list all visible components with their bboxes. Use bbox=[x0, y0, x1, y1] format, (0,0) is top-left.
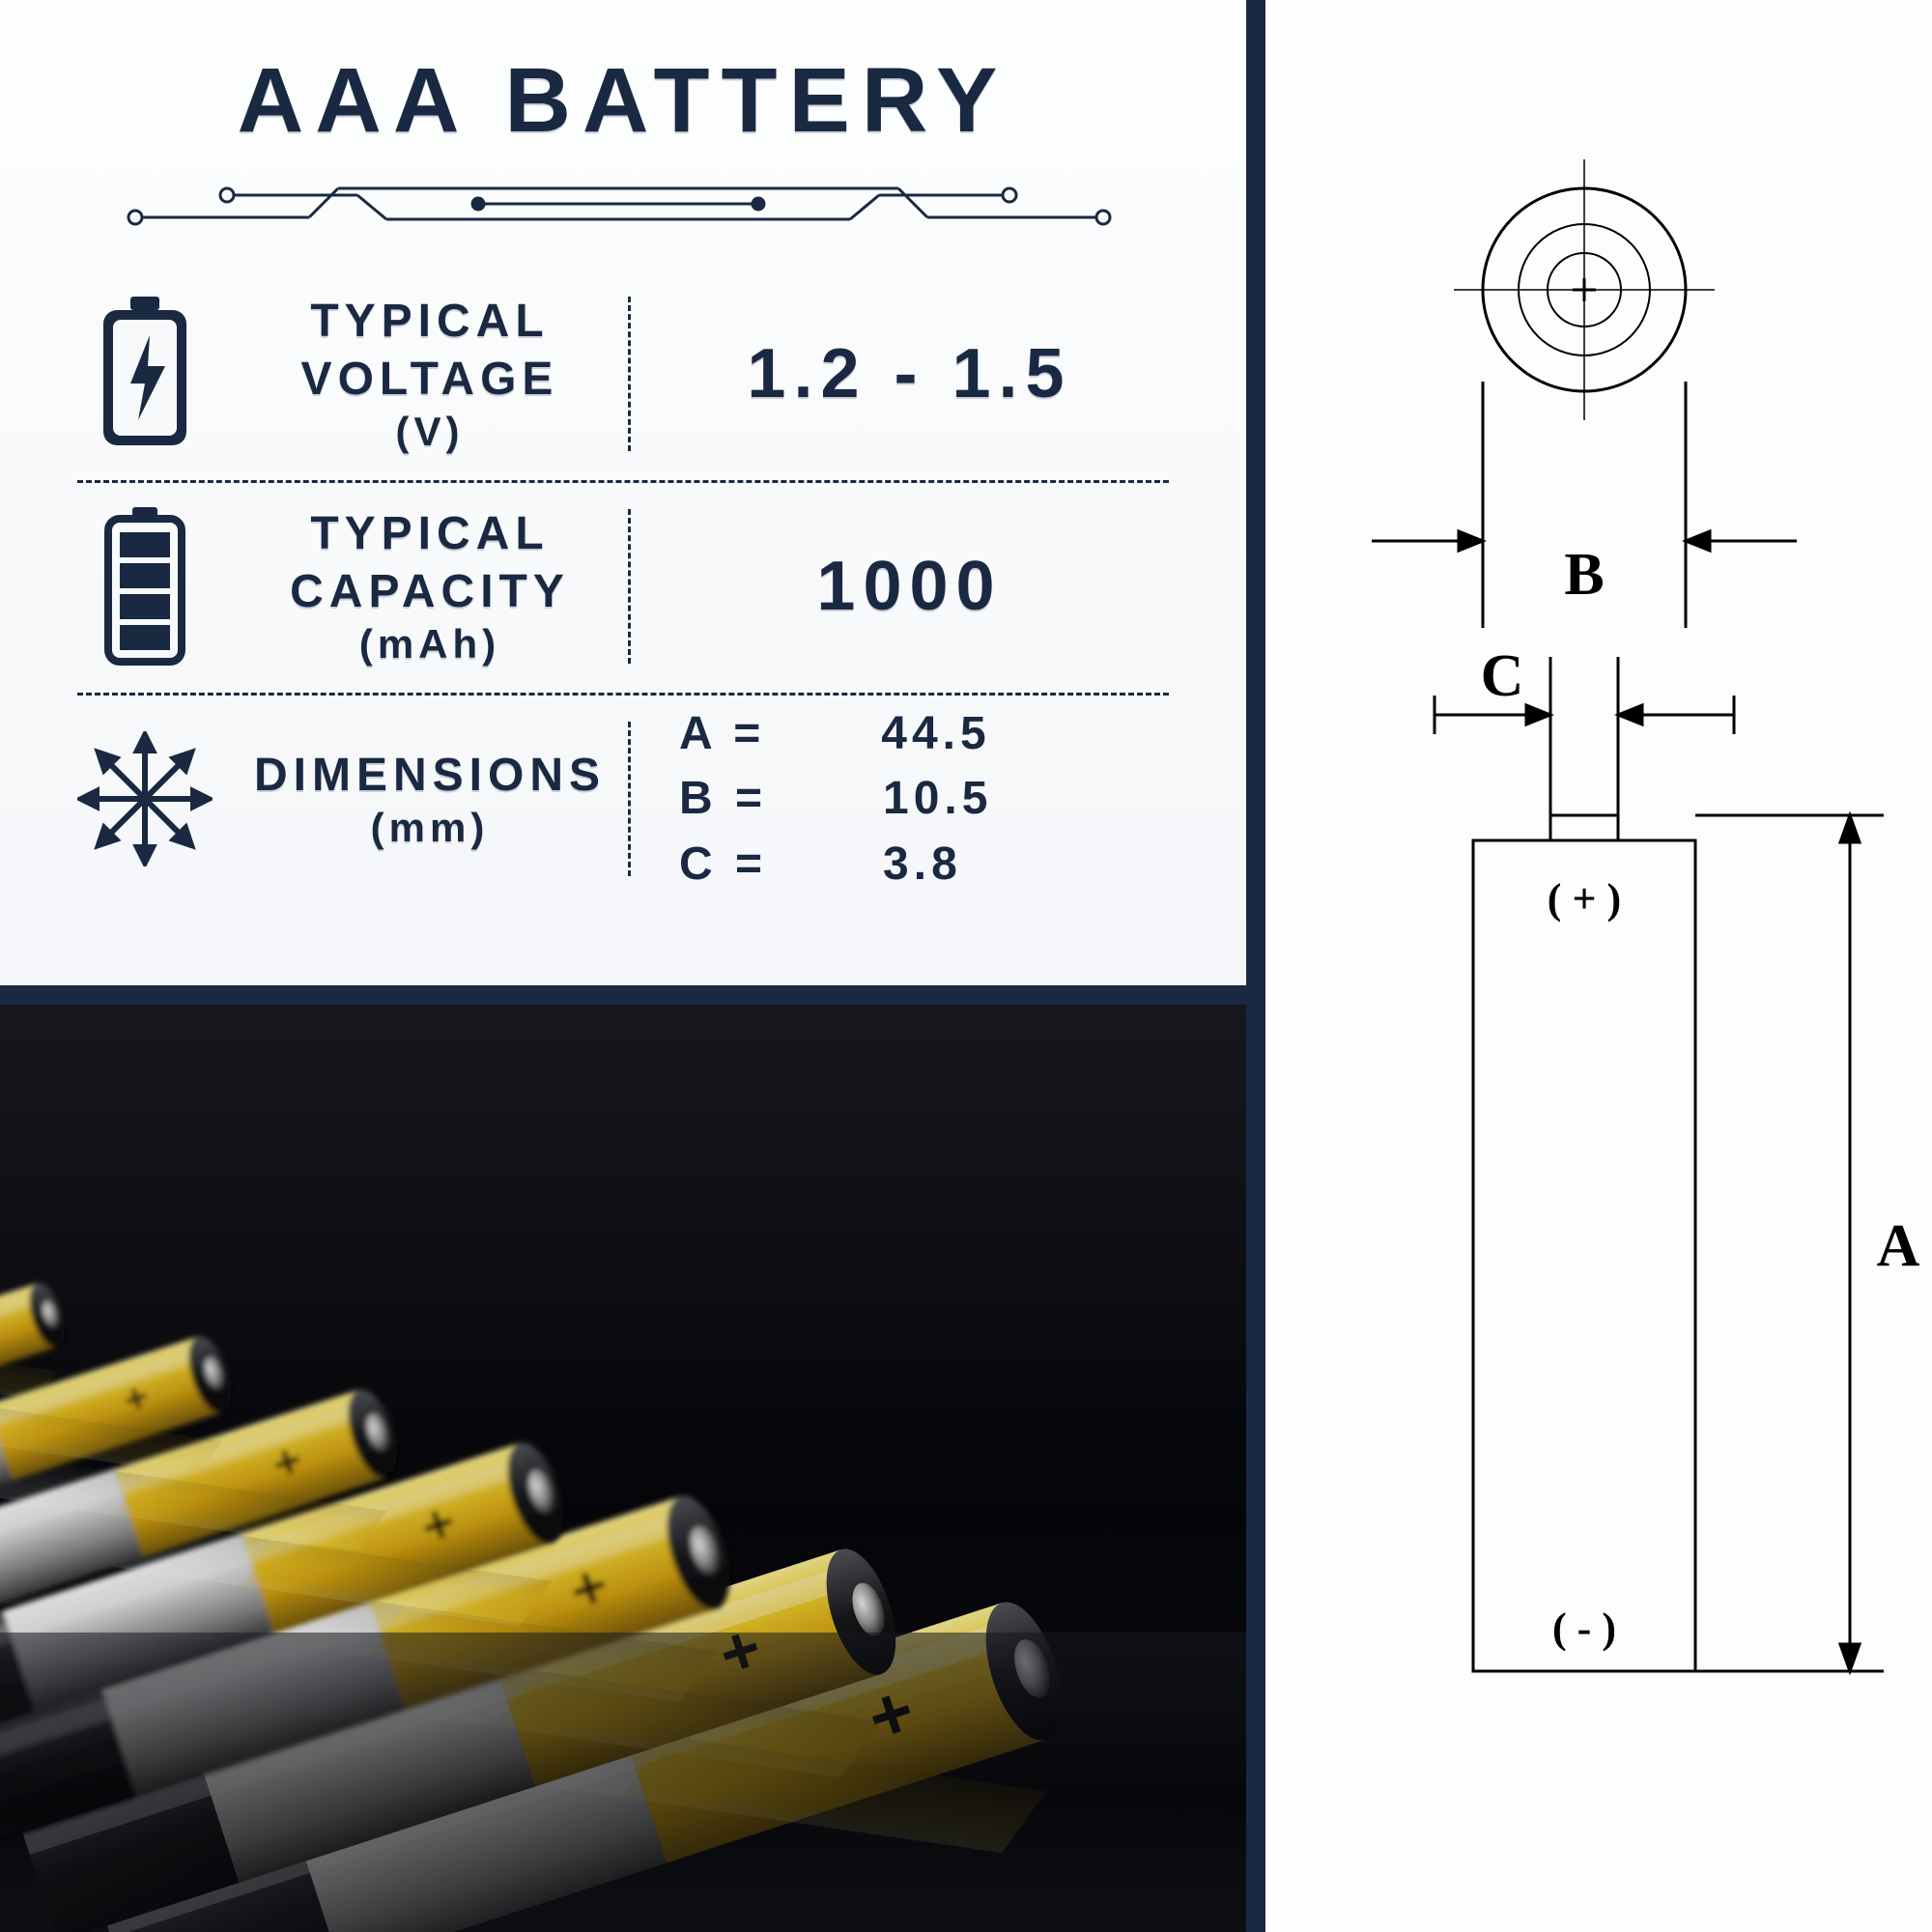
battery-photo-illustration: ++++++++ bbox=[0, 1005, 1246, 1932]
dim-b: B = 10.5 bbox=[679, 766, 1188, 831]
specs-panel: AAA BATTERY bbox=[0, 0, 1246, 985]
arrows-expand-icon bbox=[77, 731, 213, 867]
spec-rows: TYPICAL VOLTAGE (V) 1.2 - 1.5 bbox=[58, 268, 1188, 947]
circuit-divider-icon bbox=[58, 171, 1188, 239]
page-title: AAA BATTERY bbox=[58, 48, 1188, 154]
capacity-label: TYPICAL CAPACITY (mAh) bbox=[232, 505, 628, 668]
diagram-panel: B C ( + ) ( - ) bbox=[1265, 0, 1932, 1932]
dimensions-icon-cell bbox=[58, 731, 232, 867]
capacity-value: 1000 bbox=[631, 547, 1188, 626]
battery-photo-panel: ++++++++ bbox=[0, 1005, 1246, 1932]
dim-a: A = 44.5 bbox=[679, 701, 1188, 766]
battery-diagram: B C ( + ) ( - ) bbox=[1265, 0, 1932, 1932]
diagram-label-a: A bbox=[1877, 1213, 1920, 1279]
spec-row-dimensions: DIMENSIONS (mm) A = 44.5 B = 10.5 C = bbox=[58, 693, 1188, 905]
dim-c: C = 3.8 bbox=[679, 832, 1188, 896]
voltage-value: 1.2 - 1.5 bbox=[631, 334, 1188, 413]
voltage-label: TYPICAL VOLTAGE (V) bbox=[232, 293, 628, 455]
diagram-minus-terminal: ( - ) bbox=[1552, 1605, 1616, 1652]
spec-row-voltage: TYPICAL VOLTAGE (V) 1.2 - 1.5 bbox=[58, 268, 1188, 480]
capacity-icon-cell bbox=[58, 507, 232, 667]
diagram-label-c: C bbox=[1481, 643, 1524, 709]
spec-row-capacity: TYPICAL CAPACITY (mAh) 1000 bbox=[58, 480, 1188, 693]
battery-bolt-icon bbox=[92, 297, 198, 451]
diagram-label-b: B bbox=[1564, 542, 1604, 608]
dimensions-values: A = 44.5 B = 10.5 C = 3.8 bbox=[631, 701, 1188, 896]
dimensions-label: DIMENSIONS (mm) bbox=[232, 747, 628, 851]
battery-bars-icon bbox=[97, 507, 193, 667]
diagram-plus-terminal: ( + ) bbox=[1548, 875, 1621, 923]
voltage-icon-cell bbox=[58, 297, 232, 451]
infographic-container: AAA BATTERY bbox=[0, 0, 1932, 1932]
